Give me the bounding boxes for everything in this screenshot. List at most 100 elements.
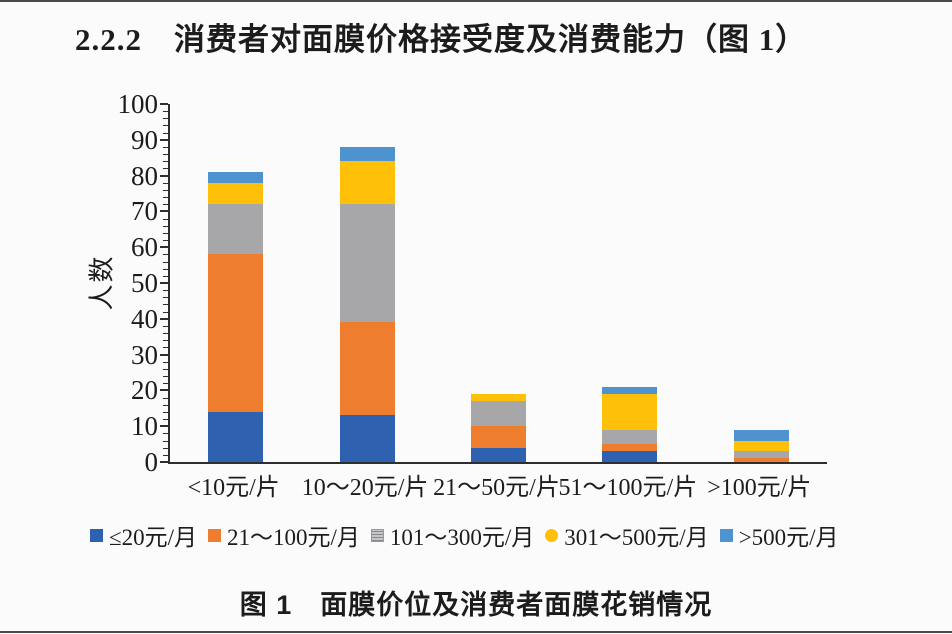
x-axis-label: 10～20元/片 [301, 475, 429, 501]
y-tick-label: 10 [131, 411, 158, 442]
legend-label: 101～300元/月 [389, 525, 535, 550]
y-minor-tick [163, 419, 168, 421]
y-minor-tick [163, 232, 168, 234]
page-bottom-rule [0, 631, 952, 633]
y-minor-tick [163, 383, 168, 385]
bar-segment [602, 451, 658, 462]
stacked-bar [733, 104, 789, 462]
y-minor-tick [163, 182, 168, 184]
bar-segment [602, 429, 658, 445]
y-minor-tick [163, 361, 168, 363]
y-axis-tick-labels: 0 10 20 30 40 50 60 70 80 90 100 [98, 90, 159, 476]
legend-marker-icon [719, 528, 733, 542]
y-minor-tick [163, 333, 168, 335]
y-minor-tick [163, 204, 168, 206]
figure-caption: 图 1 面膜价位及消费者面膜花销情况 [239, 590, 713, 620]
bar-segment [602, 386, 658, 394]
stacked-bar [208, 104, 264, 462]
y-major-tick [160, 138, 168, 141]
y-minor-tick [163, 225, 168, 227]
bar-segment [339, 204, 395, 323]
bar-segment [471, 426, 526, 448]
y-minor-tick [163, 111, 168, 113]
bar-segment [733, 451, 789, 459]
y-minor-tick [163, 189, 168, 191]
legend-item: 21～100元/月 [208, 518, 360, 552]
bar-segment [602, 444, 658, 452]
bar-segment [339, 146, 395, 162]
y-minor-tick [163, 290, 168, 292]
x-axis-label: <10元/片 [187, 475, 280, 501]
y-minor-tick [163, 118, 168, 120]
section-title: 2.2.2 消费者对面膜价格接受度及消费能力（图 1） [75, 22, 808, 57]
bar-segment [339, 415, 395, 462]
y-tick-label: 70 [131, 196, 158, 227]
y-minor-tick [163, 347, 168, 349]
y-major-tick [160, 246, 168, 249]
y-minor-tick [163, 376, 168, 378]
x-axis-label: >100元/片 [707, 475, 812, 501]
legend-item: 301～500元/月 [545, 518, 709, 552]
y-tick-label: 40 [131, 303, 158, 334]
y-minor-tick [163, 168, 168, 170]
stacked-bar [471, 104, 526, 462]
y-minor-tick [163, 197, 168, 199]
legend-label: 301～500元/月 [564, 525, 709, 550]
legend-item: 101～300元/月 [370, 518, 535, 552]
bar-segment [733, 458, 789, 462]
y-minor-tick [163, 304, 168, 306]
y-minor-tick [163, 261, 168, 263]
bar-segment [339, 161, 395, 205]
legend-item: >500元/月 [719, 518, 839, 552]
bar-segment [208, 254, 264, 412]
y-minor-tick [163, 146, 168, 148]
y-major-tick [160, 317, 168, 320]
legend-label: >500元/月 [738, 525, 839, 550]
y-tick-label: 80 [131, 160, 158, 191]
y-minor-tick [163, 411, 168, 413]
legend-marker-icon [208, 528, 222, 542]
y-minor-tick [163, 268, 168, 270]
y-minor-tick [163, 447, 168, 449]
bar-segment [471, 447, 526, 462]
y-minor-tick [163, 368, 168, 370]
bar-segment [208, 204, 264, 255]
bar-segment [208, 182, 264, 205]
y-tick-label: 50 [131, 268, 158, 298]
legend-item: ≤20元/月 [90, 518, 197, 552]
y-tick-label: 20 [131, 375, 158, 406]
bar-segment [208, 411, 264, 462]
bar-segment [208, 172, 264, 183]
page-top-rule [0, 0, 952, 2]
y-tick-label: 90 [131, 124, 158, 155]
y-major-tick [160, 103, 168, 105]
y-major-tick [160, 461, 168, 463]
y-minor-tick [163, 254, 168, 256]
y-minor-tick [163, 440, 168, 442]
stacked-bar [602, 104, 658, 462]
y-major-tick [160, 353, 168, 356]
y-minor-tick [163, 240, 168, 242]
y-minor-tick [163, 161, 168, 163]
y-major-tick [160, 210, 168, 213]
y-minor-tick [163, 154, 168, 156]
y-minor-tick [163, 297, 168, 299]
y-major-tick [160, 174, 168, 177]
y-major-tick [160, 425, 168, 428]
x-axis-label: 51～100元/片 [558, 475, 698, 501]
y-minor-tick [163, 218, 168, 220]
y-minor-tick [163, 340, 168, 342]
chart-legend: ≤20元/月 21～100元/月 101～300元/月 301～500元/月 >500元… [90, 518, 890, 552]
legend-marker-icon [370, 528, 384, 542]
y-tick-label: 0 [144, 447, 159, 477]
y-minor-tick [163, 325, 168, 327]
legend-label: 21～100元/月 [227, 525, 360, 550]
y-minor-tick [163, 397, 168, 399]
y-minor-tick [163, 404, 168, 406]
plot-area [160, 103, 827, 464]
legend-label: ≤20元/月 [109, 525, 198, 550]
x-axis-label: 21～50元/片 [433, 475, 560, 501]
bar-segment [602, 393, 658, 430]
y-minor-tick [163, 454, 168, 456]
